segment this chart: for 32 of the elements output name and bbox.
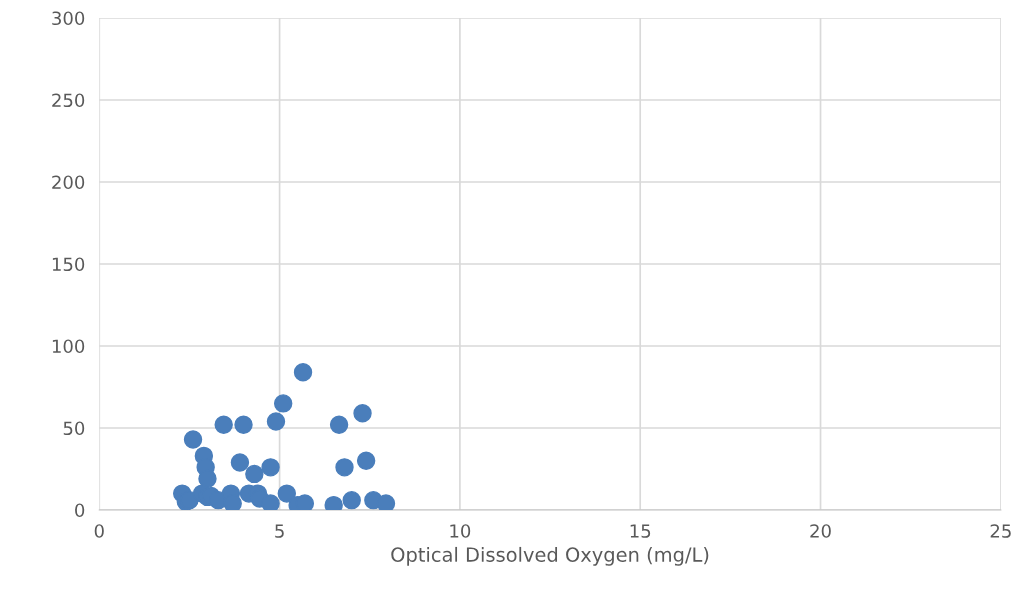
y-tick-label: 150: [52, 257, 85, 272]
x-tick-label: 25: [990, 524, 1011, 538]
y-tick-label: 50: [63, 421, 85, 436]
point: [277, 484, 297, 503]
point: [214, 415, 233, 434]
x-tick-label: 20: [810, 524, 831, 538]
point: [356, 451, 376, 471]
y-tick-label: 250: [52, 93, 85, 108]
point: [198, 469, 217, 489]
x-tick-label: 10: [450, 524, 471, 538]
x-tick-label: 15: [630, 524, 651, 538]
point: [245, 464, 264, 484]
point: [273, 394, 293, 413]
y-tick-label: 300: [52, 11, 85, 26]
y-tick-label: 200: [52, 175, 85, 190]
point: [230, 453, 250, 472]
point: [335, 458, 354, 477]
y-tick-label: 0: [75, 503, 85, 518]
x-tick-label: 0: [94, 524, 104, 538]
x-axis-title: Optical Dissolved Oxygen (mg/L): [391, 546, 709, 566]
y-tick-label: 100: [52, 339, 85, 354]
point: [266, 412, 286, 431]
point: [183, 430, 203, 449]
point: [329, 415, 349, 434]
point: [353, 404, 372, 423]
point: [376, 494, 396, 510]
x-tick-label: 5: [275, 524, 284, 538]
point: [261, 458, 280, 477]
point: [342, 490, 361, 510]
point: [293, 363, 313, 382]
point: [234, 415, 253, 434]
point: [261, 494, 280, 510]
